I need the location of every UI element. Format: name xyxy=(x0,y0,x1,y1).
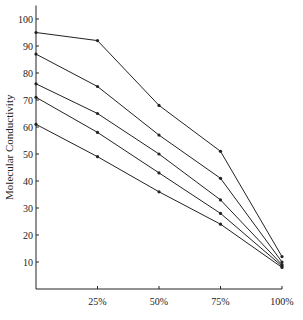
point xyxy=(219,198,222,201)
y-tick xyxy=(36,208,39,209)
y-tick xyxy=(36,19,39,20)
point xyxy=(34,31,37,34)
y-tick-label: 50 xyxy=(23,149,33,160)
y-tick xyxy=(36,235,39,236)
series-line xyxy=(36,97,282,266)
point xyxy=(157,104,160,107)
point xyxy=(34,96,37,99)
series-line xyxy=(36,33,282,257)
series-line xyxy=(36,124,282,267)
series-line xyxy=(36,54,282,262)
series-line xyxy=(36,84,282,265)
point xyxy=(34,123,37,126)
point xyxy=(219,212,222,215)
point xyxy=(280,255,283,258)
y-tick xyxy=(36,181,39,182)
x-tick xyxy=(159,286,160,289)
y-tick-label: 60 xyxy=(23,122,33,133)
x-tick xyxy=(220,286,221,289)
point xyxy=(96,155,99,158)
point xyxy=(96,112,99,115)
point xyxy=(157,134,160,137)
plot-area xyxy=(34,31,283,269)
chart: 10 20 30 40 50 60 70 80 90 100 25% 50% 75% 100% Molecu… xyxy=(0,0,303,320)
y-tick xyxy=(36,46,39,47)
y-tick-label: 90 xyxy=(23,41,33,52)
point xyxy=(219,223,222,226)
x-tick xyxy=(97,286,98,289)
y-tick-label: 100 xyxy=(18,14,33,25)
point xyxy=(157,190,160,193)
x-tick-label: 25% xyxy=(88,296,106,307)
point xyxy=(280,266,283,269)
point xyxy=(219,150,222,153)
y-tick-label: 30 xyxy=(23,203,33,214)
y-tick xyxy=(36,100,39,101)
point xyxy=(157,171,160,174)
x-tick-label: 75% xyxy=(211,296,229,307)
point xyxy=(96,39,99,42)
y-tick-label: 80 xyxy=(23,68,33,79)
y-tick xyxy=(36,73,39,74)
y-axis xyxy=(36,6,37,290)
y-tick-label: 10 xyxy=(23,257,33,268)
point xyxy=(34,53,37,56)
y-tick-label: 70 xyxy=(23,95,33,106)
y-tick xyxy=(36,127,39,128)
y-tick-label: 40 xyxy=(23,176,33,187)
x-tick-label: 100% xyxy=(270,296,293,307)
x-tick-label: 50% xyxy=(150,296,168,307)
x-tick xyxy=(282,286,283,289)
point xyxy=(96,85,99,88)
y-tick xyxy=(36,262,39,263)
point xyxy=(219,177,222,180)
point xyxy=(157,152,160,155)
y-tick-label: 20 xyxy=(23,230,33,241)
point xyxy=(34,82,37,85)
y-axis-label: Molecular Conductivity xyxy=(3,94,15,200)
y-tick xyxy=(36,154,39,155)
point xyxy=(96,131,99,134)
